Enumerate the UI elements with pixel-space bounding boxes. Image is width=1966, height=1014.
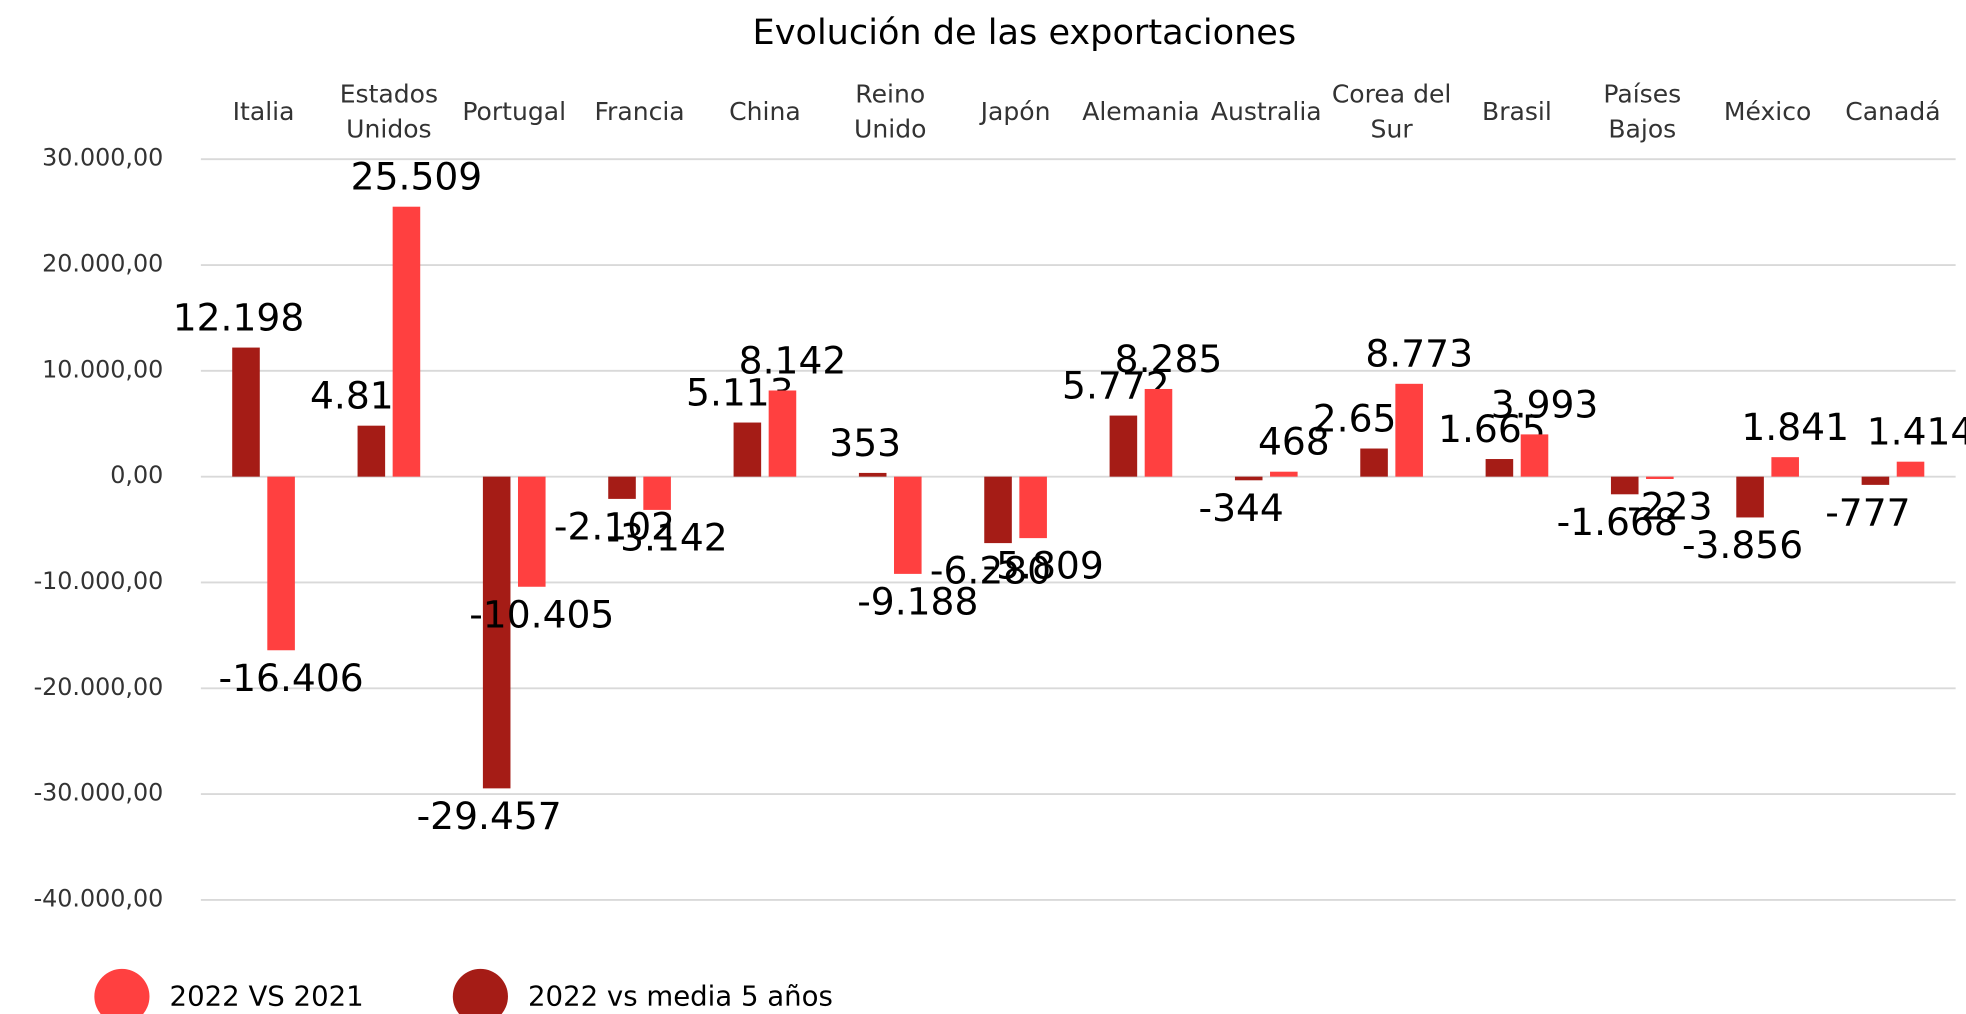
y-tick-label: -20.000,00 xyxy=(34,673,164,701)
y-tick-label: -40.000,00 xyxy=(34,884,164,912)
bar xyxy=(357,425,386,477)
bar xyxy=(1270,471,1298,477)
x-tick-label: China xyxy=(729,97,801,126)
bar xyxy=(1610,476,1639,495)
data-label: 8.773 xyxy=(1365,332,1473,376)
data-label: 8.142 xyxy=(739,338,847,382)
legend-swatch xyxy=(452,968,508,1014)
x-tick-label: Francia xyxy=(594,97,684,126)
data-label: 12.198 xyxy=(173,295,305,339)
data-label: 353 xyxy=(829,421,901,465)
x-tick-label: Portugal xyxy=(462,97,566,126)
legend-label: 2022 vs media 5 años xyxy=(528,980,833,1013)
bar xyxy=(1736,476,1764,518)
data-label: 1.841 xyxy=(1741,405,1849,449)
y-tick-label: -10.000,00 xyxy=(34,567,164,595)
bar xyxy=(1771,457,1799,477)
x-tick-label: Australia xyxy=(1211,97,1322,126)
data-label: -1.668 xyxy=(1557,500,1678,544)
bar xyxy=(858,472,887,477)
data-label: 25.509 xyxy=(351,155,483,199)
data-label: -3.856 xyxy=(1682,523,1803,567)
bar xyxy=(392,206,421,477)
x-tick-label: Estados Unidos xyxy=(340,79,438,143)
data-label: 3.993 xyxy=(1491,382,1599,426)
data-label: 468 xyxy=(1258,420,1330,464)
bar xyxy=(608,476,636,499)
bar xyxy=(232,347,260,477)
bar xyxy=(1395,383,1423,477)
data-label: 8.285 xyxy=(1115,337,1223,381)
y-tick-label: 30.000,00 xyxy=(42,144,163,172)
y-tick-label: 0,00 xyxy=(110,461,163,489)
data-label: -777 xyxy=(1825,490,1910,534)
x-tick-label: Canadá xyxy=(1845,97,1940,126)
x-tick-label: Japón xyxy=(979,97,1051,126)
bar xyxy=(1861,476,1890,485)
x-tick-label: Reino Unido xyxy=(854,79,926,143)
bar xyxy=(1234,476,1263,481)
data-label: -3.142 xyxy=(607,515,728,559)
bar xyxy=(984,476,1012,544)
bar xyxy=(643,476,671,510)
data-label: -2.102 xyxy=(554,504,675,548)
x-tick-label: Alemania xyxy=(1082,97,1199,126)
x-tick-label: Italia xyxy=(233,97,295,126)
bar xyxy=(267,476,295,651)
bar xyxy=(1520,434,1549,477)
y-tick-label: -30.000,00 xyxy=(34,779,164,807)
x-tick-label: Corea del Sur xyxy=(1332,79,1452,143)
data-label: -29.457 xyxy=(417,794,562,838)
bar xyxy=(894,476,922,574)
x-tick-label: Países Bajos xyxy=(1603,79,1681,143)
bar xyxy=(1896,461,1925,477)
bar xyxy=(1646,476,1674,480)
data-label: -16.406 xyxy=(219,656,364,700)
data-label: -344 xyxy=(1199,486,1284,530)
data-label: -5.809 xyxy=(983,544,1104,588)
bar xyxy=(482,476,511,789)
x-tick-label: México xyxy=(1724,97,1811,126)
y-tick-label: 20.000,00 xyxy=(42,250,163,278)
data-label: -223 xyxy=(1627,485,1712,529)
bar xyxy=(1360,448,1388,477)
legend-label: 2022 VS 2021 xyxy=(170,980,364,1013)
bar xyxy=(1019,476,1047,539)
bar xyxy=(1485,459,1514,477)
bar xyxy=(517,476,546,587)
data-label: -6.280 xyxy=(930,549,1051,593)
bar xyxy=(768,390,797,477)
bar xyxy=(733,422,762,477)
x-tick-label: Brasil xyxy=(1482,97,1552,126)
bar xyxy=(1144,388,1173,477)
y-tick-label: 10.000,00 xyxy=(42,355,163,383)
chart-title: Evolución de las exportaciones xyxy=(753,12,1297,53)
legend-swatch xyxy=(94,968,150,1014)
data-label: -9.188 xyxy=(857,579,978,623)
data-label: -10.405 xyxy=(469,592,614,636)
data-label: 1.414 xyxy=(1867,410,1966,454)
bar xyxy=(1109,415,1138,477)
